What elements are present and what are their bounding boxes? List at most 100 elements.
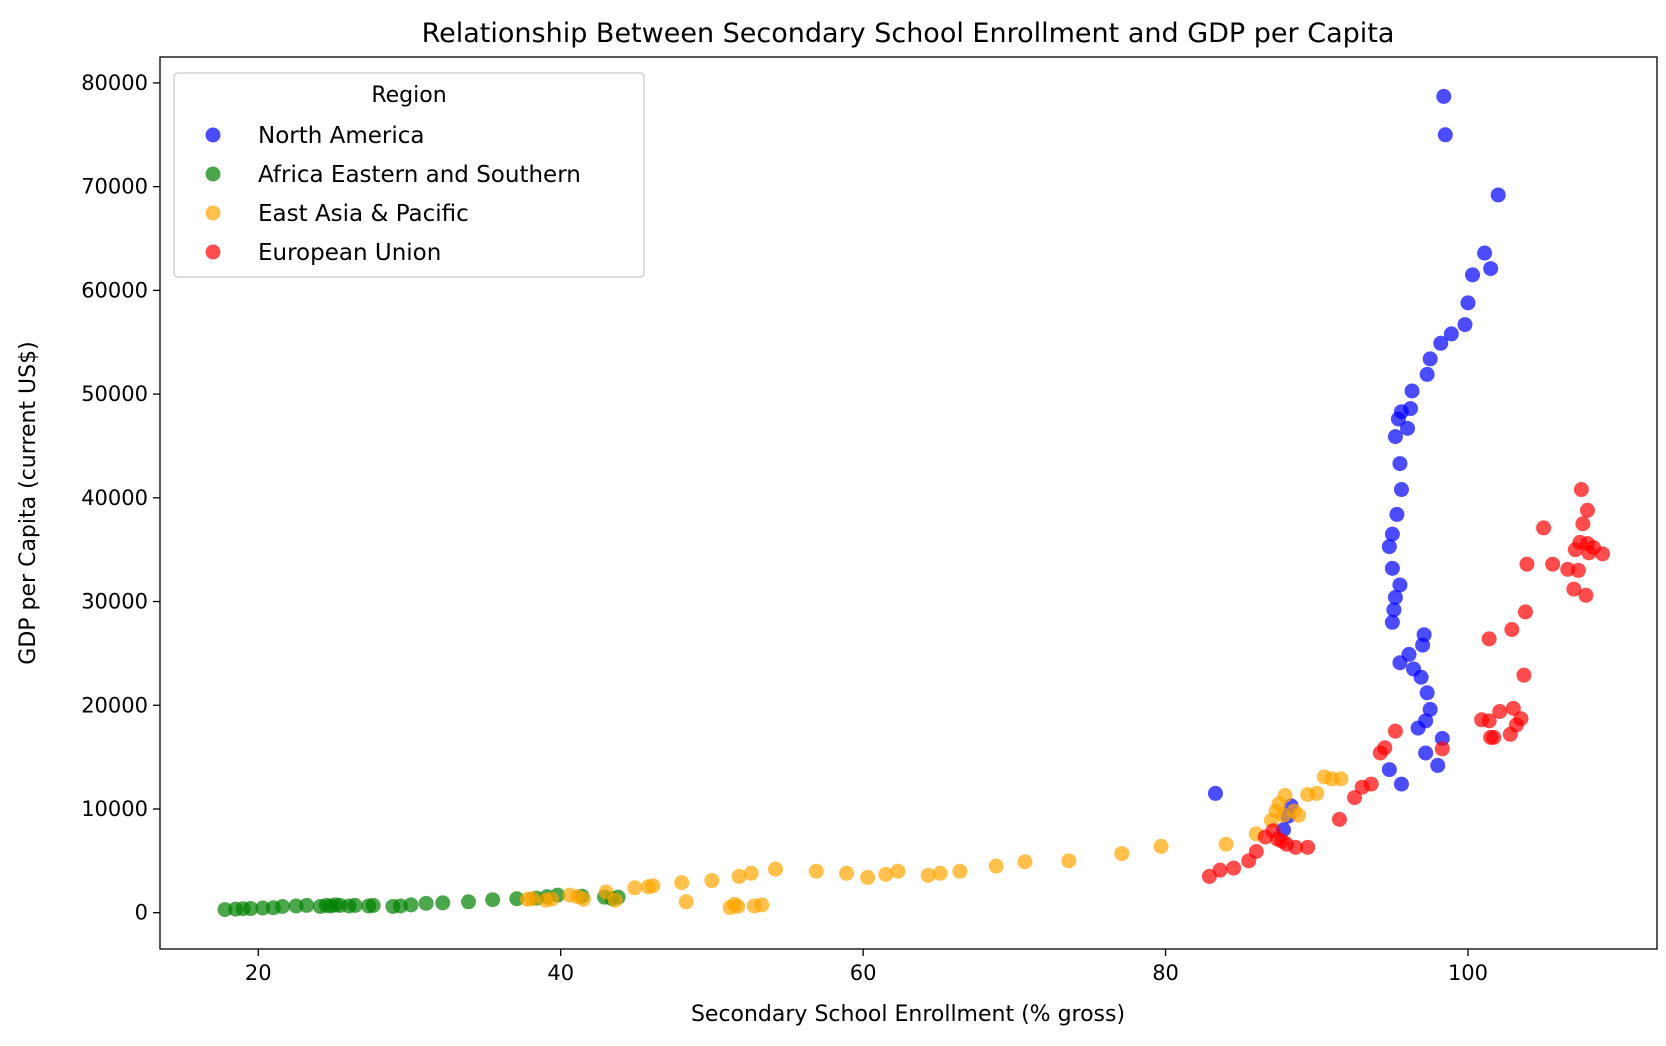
data-point (1226, 860, 1242, 876)
data-point (1477, 245, 1493, 261)
data-point (1519, 556, 1535, 572)
y-tick-label: 0 (135, 901, 148, 925)
y-tick-label: 10000 (81, 797, 148, 821)
data-point (878, 866, 894, 882)
data-point (1363, 776, 1379, 792)
legend-label: East Asia & Pacific (258, 201, 469, 227)
data-point (1404, 383, 1420, 399)
data-point (1413, 669, 1429, 685)
x-tick-label: 60 (850, 961, 877, 985)
data-point (1248, 844, 1264, 860)
y-tick-label: 40000 (81, 486, 148, 510)
data-point (1153, 838, 1169, 854)
data-point (1434, 741, 1450, 757)
data-point (1516, 667, 1532, 683)
legend-label: Africa Eastern and Southern (258, 162, 581, 188)
legend-title: Region (371, 83, 446, 108)
data-points (217, 88, 1611, 918)
data-point (1381, 762, 1397, 778)
data-point (1575, 516, 1591, 532)
x-tick-label: 20 (245, 961, 272, 985)
data-point (1400, 420, 1415, 436)
y-tick-label: 20000 (81, 693, 148, 717)
plot-area-frame (159, 56, 1658, 950)
chart-title: Relationship Between Secondary School En… (422, 18, 1395, 49)
data-point (1384, 614, 1400, 630)
data-point (1277, 787, 1293, 803)
y-axis-ticks: 0 10000 20000 30000 40000 50000 60000 70000 8000… (81, 71, 160, 925)
data-point (347, 897, 363, 913)
data-point (860, 869, 876, 885)
data-point (1422, 351, 1438, 367)
data-point (1422, 701, 1438, 717)
legend-marker (205, 205, 221, 221)
legend-marker (205, 127, 221, 143)
data-point (435, 895, 451, 911)
data-point (1504, 622, 1520, 638)
data-point (1387, 589, 1403, 605)
data-point (731, 868, 747, 884)
data-point (730, 898, 746, 914)
data-point (1579, 502, 1595, 518)
data-point (1393, 482, 1409, 498)
data-point (509, 891, 525, 907)
data-point (1392, 577, 1408, 593)
legend-items: North America Africa Eastern and Southern… (205, 123, 581, 266)
data-point (1457, 317, 1473, 333)
data-point (1430, 757, 1446, 773)
data-point (1377, 740, 1393, 756)
data-point (1465, 267, 1481, 283)
data-point (544, 891, 560, 907)
data-point (1333, 771, 1349, 787)
x-axis-label: Secondary School Enrollment (% gross) (691, 1002, 1125, 1027)
data-point (839, 865, 855, 881)
data-point (678, 894, 694, 910)
data-point (1392, 456, 1408, 472)
data-point (1460, 295, 1476, 311)
data-point (704, 873, 720, 889)
data-point (1291, 807, 1307, 823)
data-point (1443, 326, 1459, 342)
data-point (1300, 839, 1316, 855)
data-point (1573, 482, 1589, 498)
data-point (575, 891, 591, 907)
data-point (1486, 729, 1502, 745)
data-point (274, 898, 290, 914)
data-point (217, 902, 233, 918)
data-point (932, 865, 948, 881)
data-point (243, 901, 259, 917)
data-point (1483, 261, 1499, 277)
data-point (299, 897, 315, 913)
data-point (1517, 604, 1533, 620)
data-point (627, 880, 643, 896)
x-tick-label: 40 (547, 961, 574, 985)
series-0 (1207, 88, 1506, 838)
data-point (754, 897, 770, 913)
legend-marker (205, 244, 221, 260)
data-point (1566, 581, 1582, 597)
data-point (1386, 602, 1402, 618)
data-point (1017, 854, 1033, 870)
data-point (1114, 846, 1130, 862)
data-point (460, 894, 476, 910)
data-point (1381, 539, 1397, 555)
data-point (1418, 745, 1434, 761)
y-tick-label: 50000 (81, 382, 148, 406)
data-point (418, 895, 434, 911)
data-point (1212, 862, 1228, 878)
data-point (1545, 556, 1561, 572)
data-point (1418, 713, 1434, 729)
data-point (1384, 526, 1400, 542)
data-point (1492, 703, 1508, 719)
data-point (1331, 811, 1347, 827)
data-point (607, 892, 623, 908)
data-point (365, 897, 381, 913)
x-axis-ticks: 20 40 60 80 100 (245, 949, 1488, 985)
data-point (1218, 836, 1234, 852)
y-tick-label: 80000 (81, 71, 148, 95)
data-point (1389, 506, 1405, 522)
data-point (255, 900, 271, 916)
data-point (920, 867, 936, 883)
data-point (1490, 187, 1506, 203)
